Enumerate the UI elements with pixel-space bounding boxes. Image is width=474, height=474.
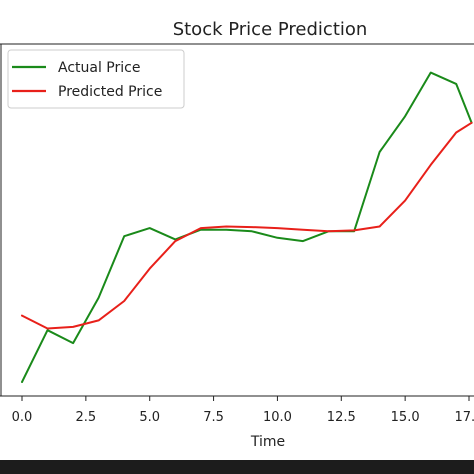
- line-chart: Stock Price Prediction 0.0 2.5 5.0 7.5 10.0 1…: [0, 19, 474, 450]
- x-tick-label: 12.5: [327, 410, 356, 425]
- x-tick-label: 17.5: [455, 410, 474, 425]
- series-line-predicted: [21, 121, 473, 330]
- legend: Actual Price Predicted Price: [7, 49, 185, 109]
- x-tick-label: 5.0: [139, 410, 160, 425]
- x-tick-label: 0.0: [12, 410, 33, 425]
- chart-figure: Stock Price Prediction 0.0 2.5 5.0 7.5 10.0 1…: [0, 0, 474, 460]
- x-axis-label: Time: [250, 434, 285, 450]
- legend-label-predicted: Predicted Price: [58, 84, 162, 100]
- legend-box: [7, 49, 185, 109]
- x-tick-label: 7.5: [203, 410, 224, 425]
- x-axis-ticks: 0.0 2.5 5.0 7.5 10.0 12.5 15.0 17.5: [12, 396, 474, 425]
- legend-label-actual: Actual Price: [58, 60, 140, 76]
- series-line-actual: [21, 71, 473, 383]
- x-tick-label: 10.0: [263, 410, 292, 425]
- x-tick-label: 2.5: [76, 410, 97, 425]
- axes-frame: [0, 43, 474, 397]
- series-lines: [21, 71, 473, 383]
- x-tick-label: 15.0: [391, 410, 420, 425]
- chart-title: Stock Price Prediction: [173, 19, 368, 40]
